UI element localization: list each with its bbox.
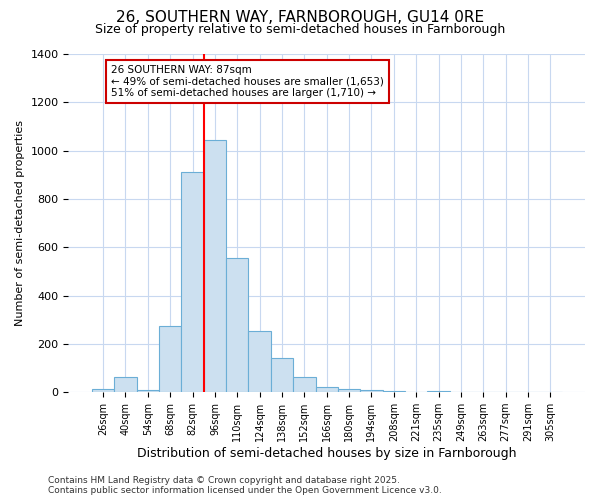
Bar: [293, 376, 316, 392]
Bar: [137, 390, 159, 392]
Bar: [248, 330, 271, 392]
Bar: [181, 172, 204, 392]
Bar: [360, 390, 383, 392]
Bar: [271, 358, 293, 392]
Y-axis label: Number of semi-detached properties: Number of semi-detached properties: [15, 120, 25, 326]
Bar: [159, 326, 181, 392]
Bar: [226, 258, 248, 392]
Bar: [92, 388, 114, 392]
Text: 26, SOUTHERN WAY, FARNBOROUGH, GU14 0RE: 26, SOUTHERN WAY, FARNBOROUGH, GU14 0RE: [116, 10, 484, 25]
Bar: [338, 388, 360, 392]
X-axis label: Distribution of semi-detached houses by size in Farnborough: Distribution of semi-detached houses by …: [137, 447, 517, 460]
Bar: [204, 140, 226, 392]
Text: Contains HM Land Registry data © Crown copyright and database right 2025.
Contai: Contains HM Land Registry data © Crown c…: [48, 476, 442, 495]
Bar: [427, 391, 450, 392]
Text: 26 SOUTHERN WAY: 87sqm
← 49% of semi-detached houses are smaller (1,653)
51% of : 26 SOUTHERN WAY: 87sqm ← 49% of semi-det…: [111, 65, 384, 98]
Text: Size of property relative to semi-detached houses in Farnborough: Size of property relative to semi-detach…: [95, 22, 505, 36]
Bar: [316, 388, 338, 392]
Bar: [114, 376, 137, 392]
Bar: [383, 391, 405, 392]
